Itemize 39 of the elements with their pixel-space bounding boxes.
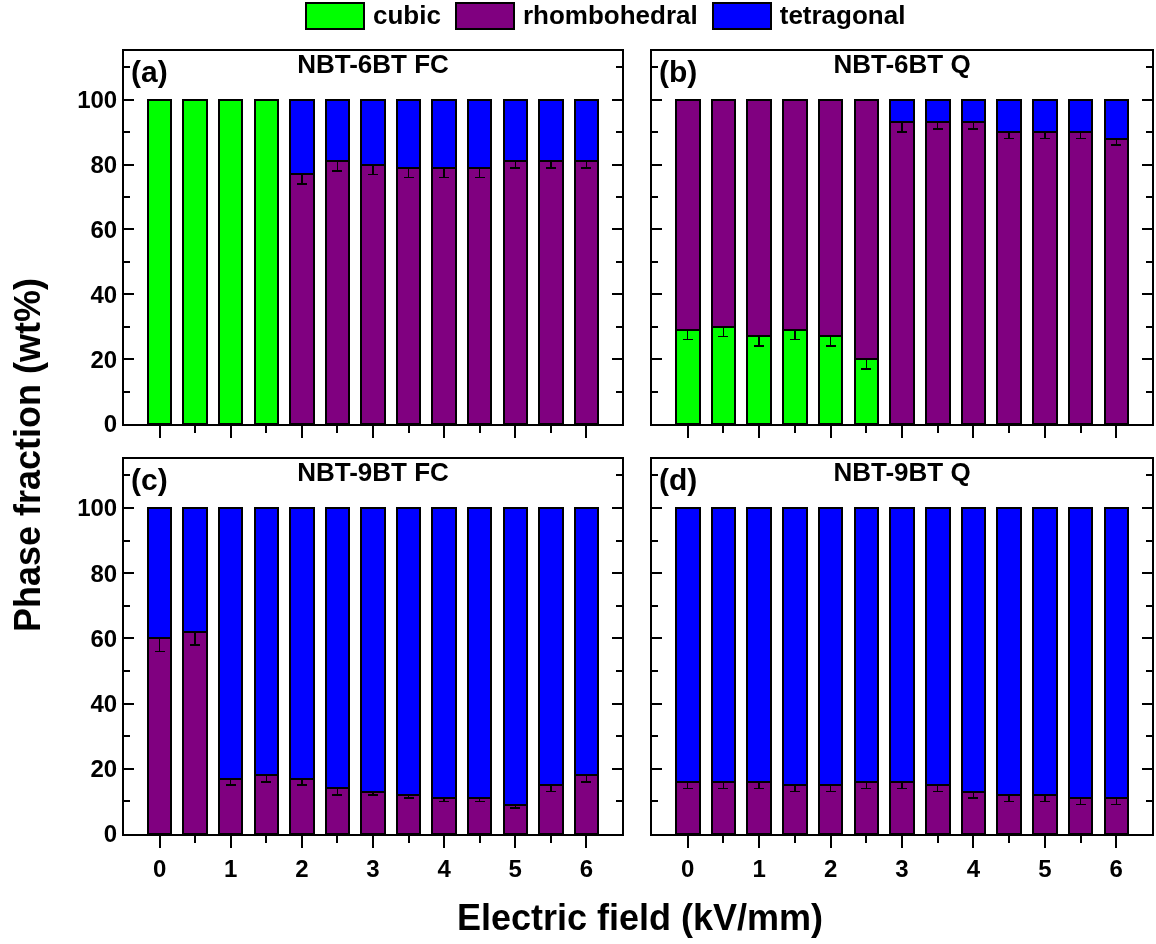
x-tick-label: 3 <box>366 854 380 882</box>
x-axis-title: Electric field (kV/mm) <box>456 897 824 939</box>
x-tick-label: 1 <box>224 854 238 882</box>
annotation: (d) <box>659 463 698 496</box>
y-tick-label: 80 <box>90 150 118 178</box>
chart-title: NBT-9BT Q <box>833 456 971 487</box>
y-tick-label: 100 <box>77 86 118 114</box>
x-tick-label: 0 <box>681 854 695 882</box>
x-tick-label: 4 <box>437 854 452 882</box>
annotation: (b) <box>659 55 698 88</box>
annotation: (a) <box>131 55 168 88</box>
y-axis-title: Phase fraction (wt%) <box>7 277 49 633</box>
y-tick-label: 60 <box>90 215 118 243</box>
y-tick-label: 40 <box>90 689 118 717</box>
y-tick-label: 100 <box>77 494 118 522</box>
y-tick-label: 20 <box>90 345 118 373</box>
y-tick-label: 0 <box>103 410 118 438</box>
chart-title: NBT-6BT FC <box>297 48 450 79</box>
x-tick-label: 4 <box>966 854 981 882</box>
x-tick-label: 2 <box>823 854 838 882</box>
x-tick-label: 6 <box>579 854 594 882</box>
x-tick-label: 6 <box>1109 854 1123 882</box>
legend-label: cubic <box>373 0 441 31</box>
annotation: (c) <box>131 463 168 496</box>
y-tick-label: 60 <box>90 624 118 652</box>
legend-label: tetragonal <box>779 0 906 31</box>
x-tick-label: 3 <box>895 854 909 882</box>
y-tick-label: 80 <box>90 559 118 587</box>
chart-title: NBT-6BT Q <box>833 48 971 79</box>
x-tick-label: 5 <box>1038 854 1052 882</box>
x-tick-label: 0 <box>152 854 167 882</box>
y-tick-label: 20 <box>90 755 118 783</box>
legend-label: rhombohedral <box>522 0 698 31</box>
chart-title: NBT-9BT FC <box>297 456 450 487</box>
x-tick-label: 5 <box>508 854 522 882</box>
y-tick-label: 0 <box>103 820 118 848</box>
y-tick-label: 40 <box>90 280 118 308</box>
x-tick-label: 1 <box>752 854 766 882</box>
x-tick-label: 2 <box>295 854 309 882</box>
